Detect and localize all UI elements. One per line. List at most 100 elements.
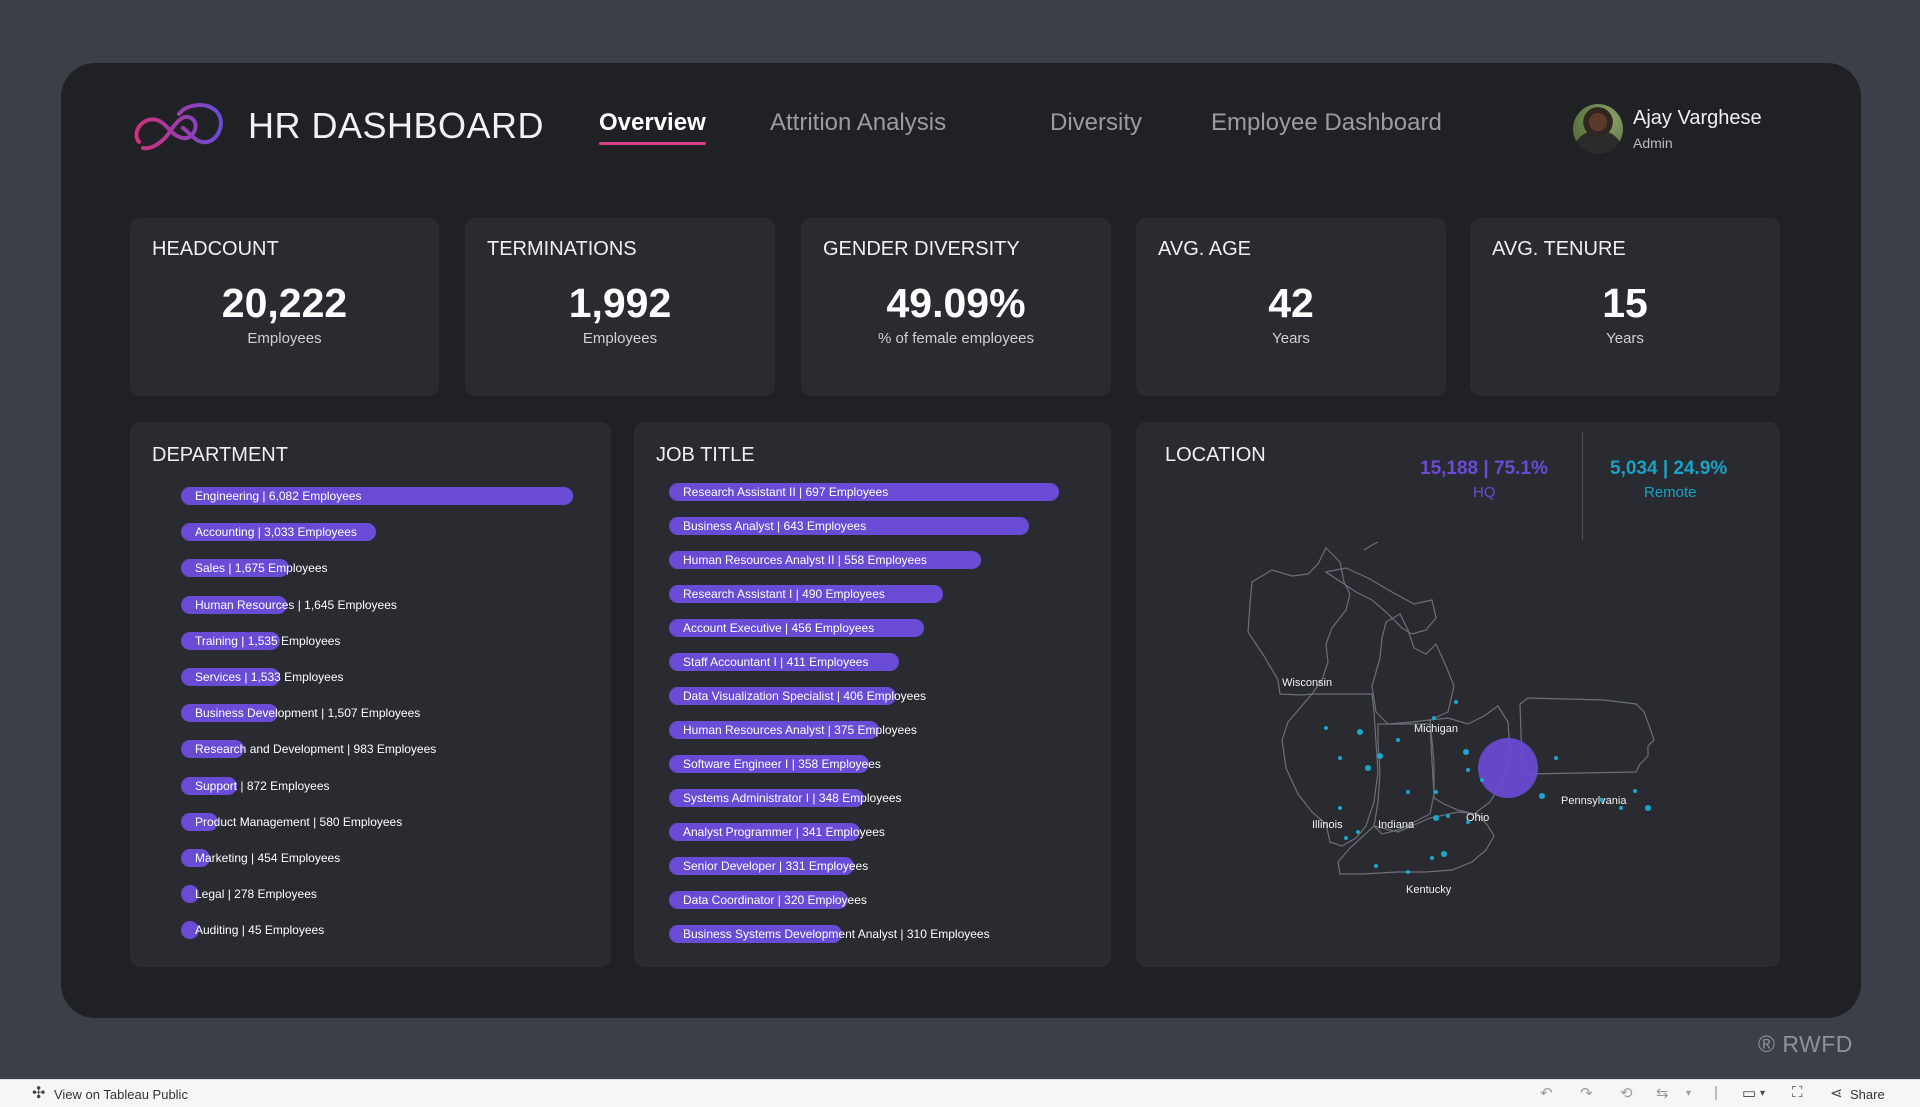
bar-row[interactable]: Research Assistant I | 490 Employees <box>669 585 1099 603</box>
bar-label: Legal | 278 Employees <box>195 887 317 902</box>
chevron-down-icon[interactable]: ▾ <box>1760 1088 1766 1099</box>
bar <box>669 823 860 841</box>
bar <box>669 687 896 705</box>
panel-title: LOCATION <box>1165 444 1266 466</box>
revert-icon[interactable]: ⟲ <box>1620 1085 1633 1102</box>
tab-overview[interactable]: Overview <box>599 109 706 145</box>
bar <box>181 595 287 614</box>
bar-row[interactable]: Data Visualization Specialist | 406 Empl… <box>669 687 1099 705</box>
bar-row[interactable]: Sales | 1,675 Employees <box>181 559 613 578</box>
share-button[interactable]: Share <box>1850 1087 1885 1102</box>
location-map[interactable]: Wisconsin Michigan Illinois Indiana Ohio… <box>1136 422 1780 967</box>
bar-row[interactable]: Legal | 278 Employees <box>181 885 613 904</box>
kpi-value: 42 <box>1268 280 1314 326</box>
kpi-subtitle: Years <box>1606 330 1644 347</box>
bar <box>181 668 280 686</box>
bar-row[interactable]: Services | 1,533 Employees <box>181 668 613 686</box>
bar-row[interactable]: Staff Accountant I | 411 Employees <box>669 653 1099 671</box>
redo-icon[interactable]: ↷ <box>1580 1085 1593 1102</box>
bar-label: Research Assistant I | 490 Employees <box>683 587 885 601</box>
bar-row[interactable]: Software Engineer I | 358 Employees <box>669 755 1099 773</box>
bar-row[interactable]: Senior Developer | 331 Employees <box>669 857 1099 875</box>
bar-label: Staff Accountant I | 411 Employees <box>683 655 869 669</box>
bar-label: Analyst Programmer | 341 Employees <box>683 825 885 839</box>
bar-row[interactable]: Marketing | 454 Employees <box>181 849 613 867</box>
tab-employee-dashboard[interactable]: Employee Dashboard <box>1211 109 1442 136</box>
map-label-kentucky: Kentucky <box>1406 884 1452 896</box>
bar-row[interactable]: Human Resources Analyst | 375 Employees <box>669 721 1099 739</box>
bar-row[interactable]: Data Coordinator | 320 Employees <box>669 891 1099 909</box>
bar <box>669 517 1029 535</box>
bar-row[interactable]: Product Management | 580 Employees <box>181 812 613 831</box>
watermark: ® RWFD <box>1758 1031 1853 1057</box>
panel-title: DEPARTMENT <box>152 444 288 466</box>
bar <box>181 631 280 650</box>
bar-row[interactable]: Research Assistant II | 697 Employees <box>669 483 1099 501</box>
page-title: HR DASHBOARD <box>248 105 545 146</box>
logo-icon <box>134 103 223 151</box>
bar-row[interactable]: Systems Administrator I | 348 Employees <box>669 789 1099 807</box>
bar-label: Human Resources Analyst II | 558 Employe… <box>683 553 927 567</box>
bar-row[interactable]: Training | 1,535 Employees <box>181 631 613 650</box>
bar-label: Systems Administrator I | 348 Employees <box>683 791 902 805</box>
bar <box>669 483 1059 501</box>
bar <box>181 921 199 940</box>
bar <box>669 585 943 603</box>
bar-row[interactable]: Business Analyst | 643 Employees <box>669 517 1099 535</box>
bar-row[interactable]: Engineering | 6,082 Employees <box>181 487 613 505</box>
kpi-card-gender-diversity: GENDER DIVERSITY 49.09% % of female empl… <box>801 218 1111 396</box>
bar <box>669 721 879 739</box>
chevron-down-icon[interactable]: ▾ <box>1686 1088 1692 1099</box>
avatar[interactable] <box>1573 104 1623 154</box>
tab-diversity[interactable]: Diversity <box>1050 109 1143 136</box>
bar-label: Business Analyst | 643 Employees <box>683 519 867 533</box>
map-label-ohio: Ohio <box>1466 812 1489 824</box>
bar-row[interactable]: Human Resources Analyst II | 558 Employe… <box>669 551 1099 569</box>
remote-count: 5,034 | 24.9% <box>1610 458 1728 479</box>
job-title-panel: JOB TITLE Research Assistant II | 697 Em… <box>634 422 1111 967</box>
fullscreen-icon[interactable]: ⛶ <box>1792 1084 1803 1101</box>
kpi-card-headcount: HEADCOUNT 20,222 Employees <box>130 218 439 396</box>
bar-row[interactable]: Accounting | 3,033 Employees <box>181 523 613 542</box>
undo-icon[interactable]: ↶ <box>1540 1085 1553 1102</box>
remote-dots <box>1324 700 1651 874</box>
bar <box>181 704 278 723</box>
bar-row[interactable]: Business Development | 1,507 Employees <box>181 704 613 723</box>
bar-label: Research Assistant II | 697 Employees <box>683 485 889 499</box>
divider <box>1582 432 1583 540</box>
wisconsin-shape <box>1247 546 1351 696</box>
kpi-label: TERMINATIONS <box>487 238 637 260</box>
bar <box>181 776 237 795</box>
bar <box>181 487 573 505</box>
bar-row[interactable]: Account Executive | 456 Employees <box>669 619 1099 637</box>
hq-bubble[interactable] <box>1478 738 1538 798</box>
map-label-wisconsin: Wisconsin <box>1282 677 1332 689</box>
kpi-card-avg-tenure: AVG. TENURE 15 Years <box>1470 218 1780 396</box>
bar-row[interactable]: Analyst Programmer | 341 Employees <box>669 823 1099 841</box>
bar-row[interactable]: Human Resources | 1,645 Employees <box>181 595 613 614</box>
bar-row[interactable]: Auditing | 45 Employees <box>181 921 613 940</box>
comment-icon[interactable]: ▭ <box>1742 1085 1757 1102</box>
bar-label: Account Executive | 456 Employees <box>683 621 875 635</box>
refresh-icon[interactable]: ⇆ <box>1656 1085 1669 1102</box>
illinois-shape <box>1281 693 1379 847</box>
tab-attrition-analysis[interactable]: Attrition Analysis <box>770 109 947 136</box>
bar-row[interactable]: Business Systems Development Analyst | 3… <box>669 925 1099 943</box>
bar-label: Product Management | 580 Employees <box>195 814 403 829</box>
indiana-shape <box>1373 723 1435 835</box>
bar-label: Human Resources Analyst | 375 Employees <box>683 723 917 737</box>
share-icon[interactable]: ⋖ <box>1830 1085 1843 1102</box>
bar <box>669 551 981 569</box>
bar-row[interactable]: Research and Development | 983 Employees <box>181 740 613 759</box>
bar-row[interactable]: Support | 872 Employees <box>181 776 613 795</box>
michigan-up-shape <box>1324 567 1437 635</box>
map-label-michigan: Michigan <box>1414 723 1458 735</box>
map-label-illinois: Illinois <box>1312 819 1343 831</box>
bar-label: Business Development | 1,507 Employees <box>195 706 421 721</box>
bar <box>181 740 244 759</box>
bar <box>669 857 854 875</box>
bar-label: Services | 1,533 Employees <box>195 670 344 684</box>
bar <box>181 812 218 831</box>
bar-label: Data Coordinator | 320 Employees <box>683 893 867 907</box>
bottom-toolbar: ✣ View on Tableau Public ↶ ↷ ⟲ ⇆ ▾ | ▭ ▾… <box>0 1079 1920 1107</box>
